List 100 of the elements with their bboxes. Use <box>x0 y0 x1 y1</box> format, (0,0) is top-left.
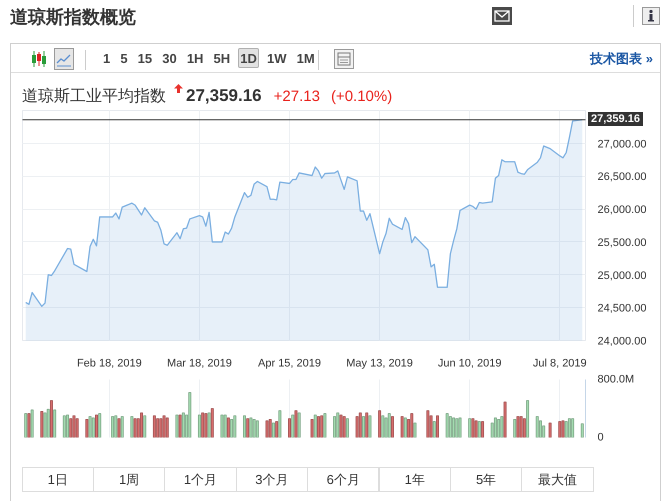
bar <box>272 422 275 438</box>
bar <box>571 418 574 438</box>
bar <box>478 421 481 438</box>
bar <box>266 420 268 438</box>
y-tick-label: 0 <box>598 432 604 444</box>
bar <box>548 422 552 438</box>
bar <box>95 414 98 438</box>
x-tick-label: Mar 18, 2019 <box>167 358 232 370</box>
bar <box>162 415 166 438</box>
bar <box>452 418 456 438</box>
bar <box>156 418 160 438</box>
bar <box>182 412 185 438</box>
text: 27,359.16 <box>186 86 262 105</box>
chart-title: 道琼斯指数概览 <box>10 6 136 29</box>
bar <box>333 416 336 438</box>
bar <box>378 410 382 438</box>
bar <box>27 413 30 438</box>
bar <box>288 418 292 438</box>
bar <box>390 416 394 438</box>
bar <box>446 413 449 438</box>
y-tick-label: 25,500.00 <box>598 236 646 249</box>
y-tick-label: 26,000.00 <box>598 204 646 216</box>
bar <box>224 414 227 438</box>
bar <box>346 418 349 438</box>
bar <box>66 414 70 438</box>
bar <box>320 415 324 438</box>
bar <box>210 408 214 438</box>
bar <box>494 418 497 438</box>
bar <box>381 415 384 438</box>
bar <box>24 413 28 438</box>
bar <box>220 414 224 438</box>
bar <box>72 415 76 438</box>
x-tick-label: May 13, 2019 <box>346 358 413 370</box>
bar <box>298 412 301 438</box>
bar <box>561 420 564 438</box>
x-tick-label: Jul 8, 2019 <box>532 358 587 370</box>
bar <box>336 412 340 438</box>
range-button: 1周 <box>92 467 166 492</box>
bar <box>69 418 72 438</box>
bar <box>513 418 516 438</box>
bar <box>256 420 259 438</box>
range-button: 1年 <box>378 467 451 492</box>
bar <box>414 422 416 438</box>
bar <box>500 416 504 438</box>
bar <box>166 418 169 438</box>
bar <box>226 418 230 438</box>
bar <box>53 410 56 438</box>
bar <box>230 418 234 438</box>
bar <box>120 416 124 438</box>
bar <box>316 416 320 438</box>
bar <box>249 418 252 438</box>
y-tick-label: 24,500.00 <box>598 302 646 315</box>
bar <box>291 414 294 438</box>
bar <box>294 410 298 438</box>
bar <box>481 421 484 438</box>
bar <box>504 402 507 438</box>
bar <box>516 416 520 438</box>
x-tick-label: Jun 10, 2019 <box>438 358 502 370</box>
bar <box>46 408 50 438</box>
bar <box>40 411 44 438</box>
bar <box>436 415 440 438</box>
bar <box>62 415 66 438</box>
bar <box>323 413 326 438</box>
bar <box>536 416 539 438</box>
y-tick-label: 800.0M <box>598 374 634 386</box>
bar <box>471 418 474 438</box>
bar <box>114 415 118 438</box>
range-button: 3个月 <box>236 467 308 492</box>
bar <box>88 416 92 438</box>
bar <box>198 414 201 438</box>
bar <box>474 420 478 438</box>
bar <box>568 418 571 438</box>
bar <box>178 414 182 438</box>
bar <box>538 420 542 438</box>
bar <box>458 418 462 438</box>
text: 技术图表 » <box>590 51 653 67</box>
range-button: 6个月 <box>307 467 380 492</box>
bar <box>201 412 204 438</box>
bar <box>233 415 236 438</box>
y-tick-label: 27,000.00 <box>598 138 646 150</box>
text: +27.13 <box>274 88 320 105</box>
bar <box>188 392 192 438</box>
bar <box>558 421 562 438</box>
x-tick-label: Apr 15, 2019 <box>258 358 322 370</box>
bar <box>368 415 372 438</box>
bar <box>522 418 526 438</box>
bar <box>448 416 452 438</box>
bar <box>134 418 137 438</box>
bar <box>140 412 144 438</box>
bar <box>246 418 250 438</box>
bar <box>455 418 458 438</box>
bar <box>50 400 53 438</box>
y-tick-label: 26,500.00 <box>598 171 646 184</box>
bar <box>410 413 414 438</box>
bar <box>130 416 134 438</box>
bar <box>520 416 523 438</box>
range-button: 1日 <box>22 467 94 492</box>
range-button: 1个月 <box>164 467 237 492</box>
text: (+0.10%) <box>330 88 392 105</box>
bar <box>310 418 314 438</box>
